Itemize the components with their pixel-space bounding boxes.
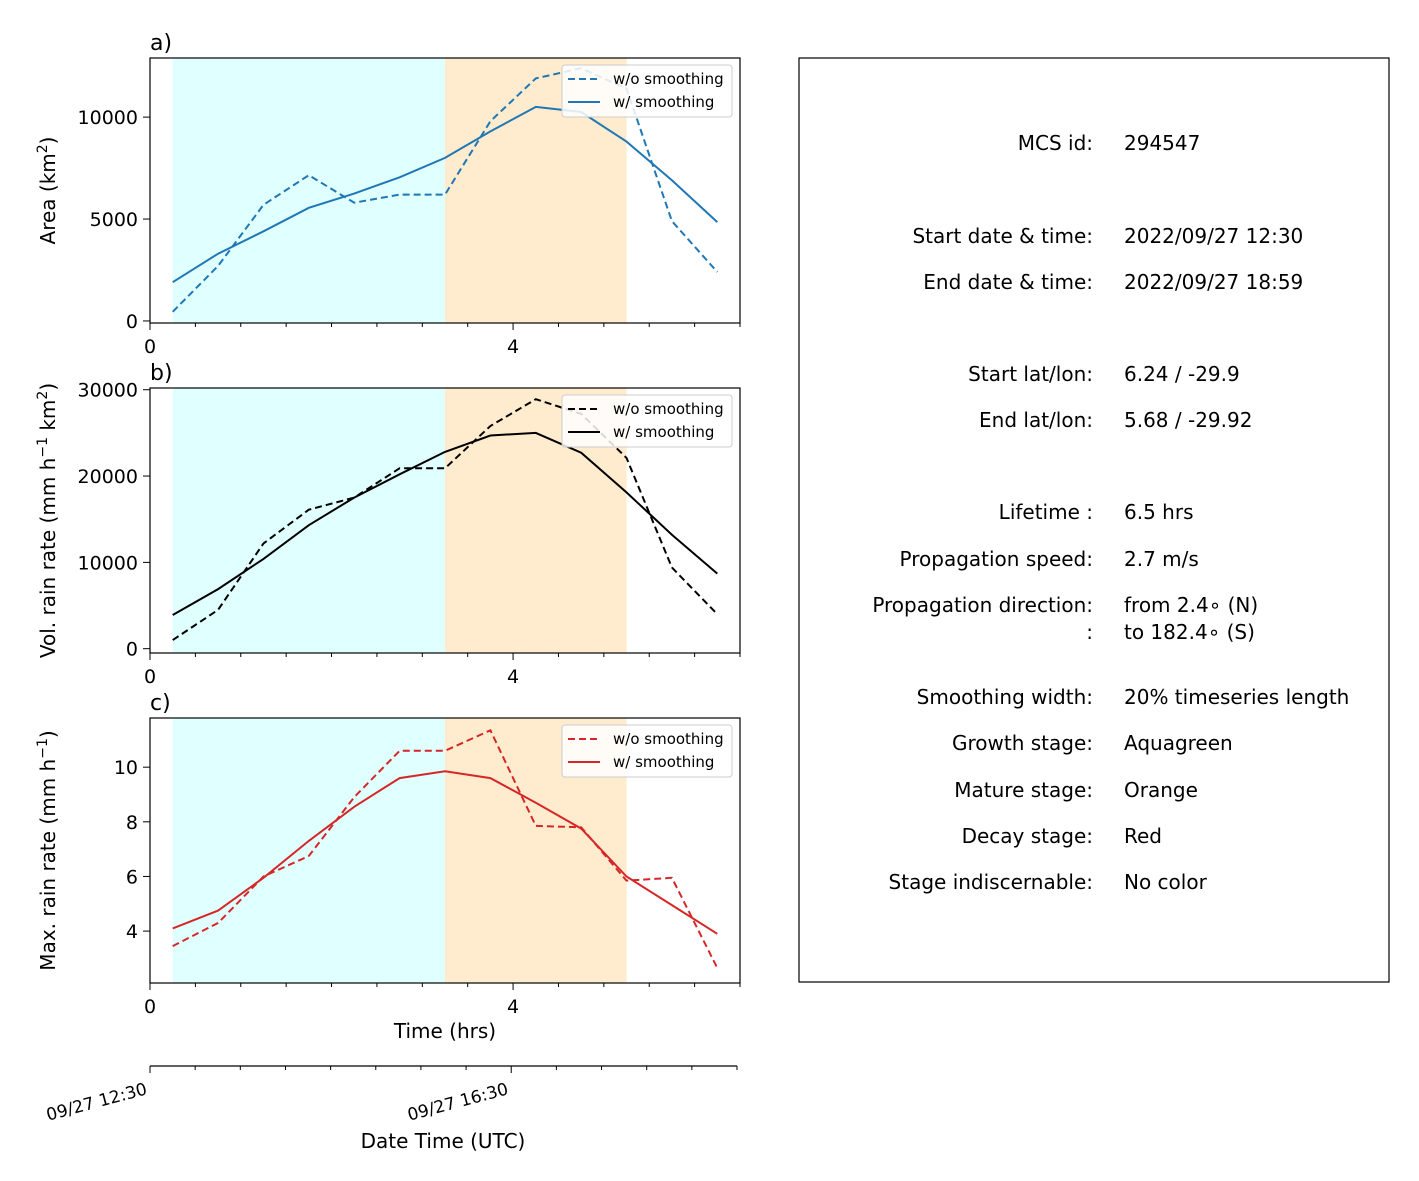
series-line-smoothed <box>172 431 718 616</box>
info-key: Start lat/lon: <box>968 362 1093 386</box>
legend-frame <box>561 394 733 448</box>
panel-2: 0 4 0 10000 20000 30000 b) Vol. rain rate (mm h… <box>35 361 741 688</box>
date-tick-label: 09/27 16:30 <box>405 1080 510 1126</box>
y-axis-label-superscript: 2 <box>35 144 51 153</box>
y-tick-label: 10000 <box>78 552 138 574</box>
info-key: Growth stage: <box>952 731 1093 755</box>
date-tick-label: 09/27 12:30 <box>44 1080 149 1126</box>
y-axis-label-part: Area (km <box>36 153 60 244</box>
info-value: 2022/09/27 18:59 <box>1124 270 1303 294</box>
y-tick-label: 0 <box>126 639 138 661</box>
info-frame <box>798 57 1390 983</box>
info-value: 5.68 / -29.92 <box>1124 408 1252 432</box>
x-axis-label: Time (hrs) <box>393 1019 496 1043</box>
y-axis-label: Vol. rain rate (mm h−1 km2) <box>35 383 60 658</box>
legend-label: w/ smoothing <box>613 753 714 771</box>
x-tick-label: 0 <box>144 336 156 358</box>
y-tick-label: 20000 <box>78 466 138 488</box>
legend: w/o smoothing w/ smoothing <box>561 724 733 778</box>
y-tick-label: 5000 <box>90 209 138 231</box>
info-key: Smoothing width: <box>917 685 1093 709</box>
y-axis-label-part: km <box>36 400 60 437</box>
info-value: 2.7 m/s <box>1124 547 1199 571</box>
panel-3: 0 4 4 6 8 10 c) Max. rain rate (mm h−1) Time (hr… <box>35 691 741 1043</box>
info-value: 294547 <box>1124 131 1200 155</box>
info-key: Stage indiscernable: <box>889 870 1093 894</box>
y-axis-label-part: ) <box>36 730 60 738</box>
legend-label: w/ smoothing <box>613 423 714 441</box>
x-tick-label: 4 <box>507 996 519 1018</box>
info-key: Propagation direction: <box>872 593 1093 617</box>
y-axis-label-part: Max. rain rate (mm h <box>36 759 60 971</box>
legend: w/o smoothing w/ smoothing <box>561 64 733 118</box>
y-axis-label-superscript: −1 <box>35 738 51 759</box>
x-tick-label: 4 <box>507 336 519 358</box>
info-value: from 2.4∘ (N) <box>1124 593 1258 617</box>
y-axis-label: Max. rain rate (mm h−1) <box>35 730 60 970</box>
info-key: MCS id: <box>1018 131 1093 155</box>
info-key: End lat/lon: <box>979 408 1093 432</box>
y-tick-label: 8 <box>126 812 138 834</box>
axes-frame <box>149 717 741 984</box>
info-value: to 182.4∘ (S) <box>1124 620 1255 644</box>
x-tick-label: 0 <box>144 996 156 1018</box>
info-value: Orange <box>1124 778 1198 802</box>
panel-tag: b) <box>150 361 173 386</box>
series-line-smoothed <box>172 105 718 284</box>
panel-1: 0 4 0 5000 10000 a) Area (km2) w/o smoothing w/ … <box>35 31 741 358</box>
legend-label: w/o smoothing <box>613 730 724 748</box>
info-key: : <box>1086 620 1093 644</box>
series-line-raw <box>172 398 719 641</box>
y-axis-label-superscript: −1 <box>35 437 51 458</box>
y-tick-label: 0 <box>126 311 138 333</box>
y-axis-label-part: ) <box>36 383 60 391</box>
info-key: Lifetime : <box>999 500 1093 524</box>
x-tick-label: 4 <box>507 666 519 688</box>
info-value: No color <box>1124 870 1208 894</box>
y-axis-label-superscript: 2 <box>35 391 51 400</box>
legend-label: w/o smoothing <box>613 70 724 88</box>
legend-label: w/ smoothing <box>613 93 714 111</box>
x-tick-label: 0 <box>144 666 156 688</box>
legend: w/o smoothing w/ smoothing <box>561 394 733 448</box>
axes-frame <box>149 57 741 324</box>
info-value: 2022/09/27 12:30 <box>1124 224 1303 248</box>
stage-band-growth <box>172 58 445 323</box>
y-tick-label: 30000 <box>78 380 138 402</box>
panel-tag: a) <box>150 31 172 56</box>
legend-frame <box>561 64 733 118</box>
series-line-smoothed <box>172 770 718 935</box>
info-value: Red <box>1124 824 1162 848</box>
panel-tag: c) <box>150 691 171 716</box>
info-value: Aquagreen <box>1124 731 1233 755</box>
info-value: 20% timeseries length <box>1124 685 1349 709</box>
info-key: Start date & time: <box>912 224 1093 248</box>
y-axis-label-part: Vol. rain rate (mm h <box>36 458 60 659</box>
mcs-info-box: MCS id: 294547 Start date & time: 2022/09/2… <box>798 57 1390 983</box>
series-line-raw <box>172 728 719 969</box>
date-axis-label: Date Time (UTC) <box>361 1129 526 1153</box>
axes-frame <box>149 387 741 654</box>
legend-frame <box>561 724 733 778</box>
y-tick-label: 10 <box>114 757 138 779</box>
y-tick-label: 10000 <box>78 107 138 129</box>
info-value: 6.5 hrs <box>1124 500 1193 524</box>
info-key: End date & time: <box>923 270 1093 294</box>
date-time-axis: 09/27 12:30 09/27 16:30 Date Time (UTC) <box>44 1065 738 1153</box>
y-tick-label: 6 <box>126 866 138 888</box>
info-value: 6.24 / -29.9 <box>1124 362 1240 386</box>
info-key: Mature stage: <box>954 778 1093 802</box>
info-key: Decay stage: <box>962 824 1093 848</box>
y-axis-label-part: ) <box>36 137 60 145</box>
y-axis-label: Area (km2) <box>35 137 60 245</box>
legend-label: w/o smoothing <box>613 400 724 418</box>
info-key: Propagation speed: <box>900 547 1093 571</box>
y-tick-label: 4 <box>126 921 138 943</box>
stage-band-growth <box>172 718 445 983</box>
